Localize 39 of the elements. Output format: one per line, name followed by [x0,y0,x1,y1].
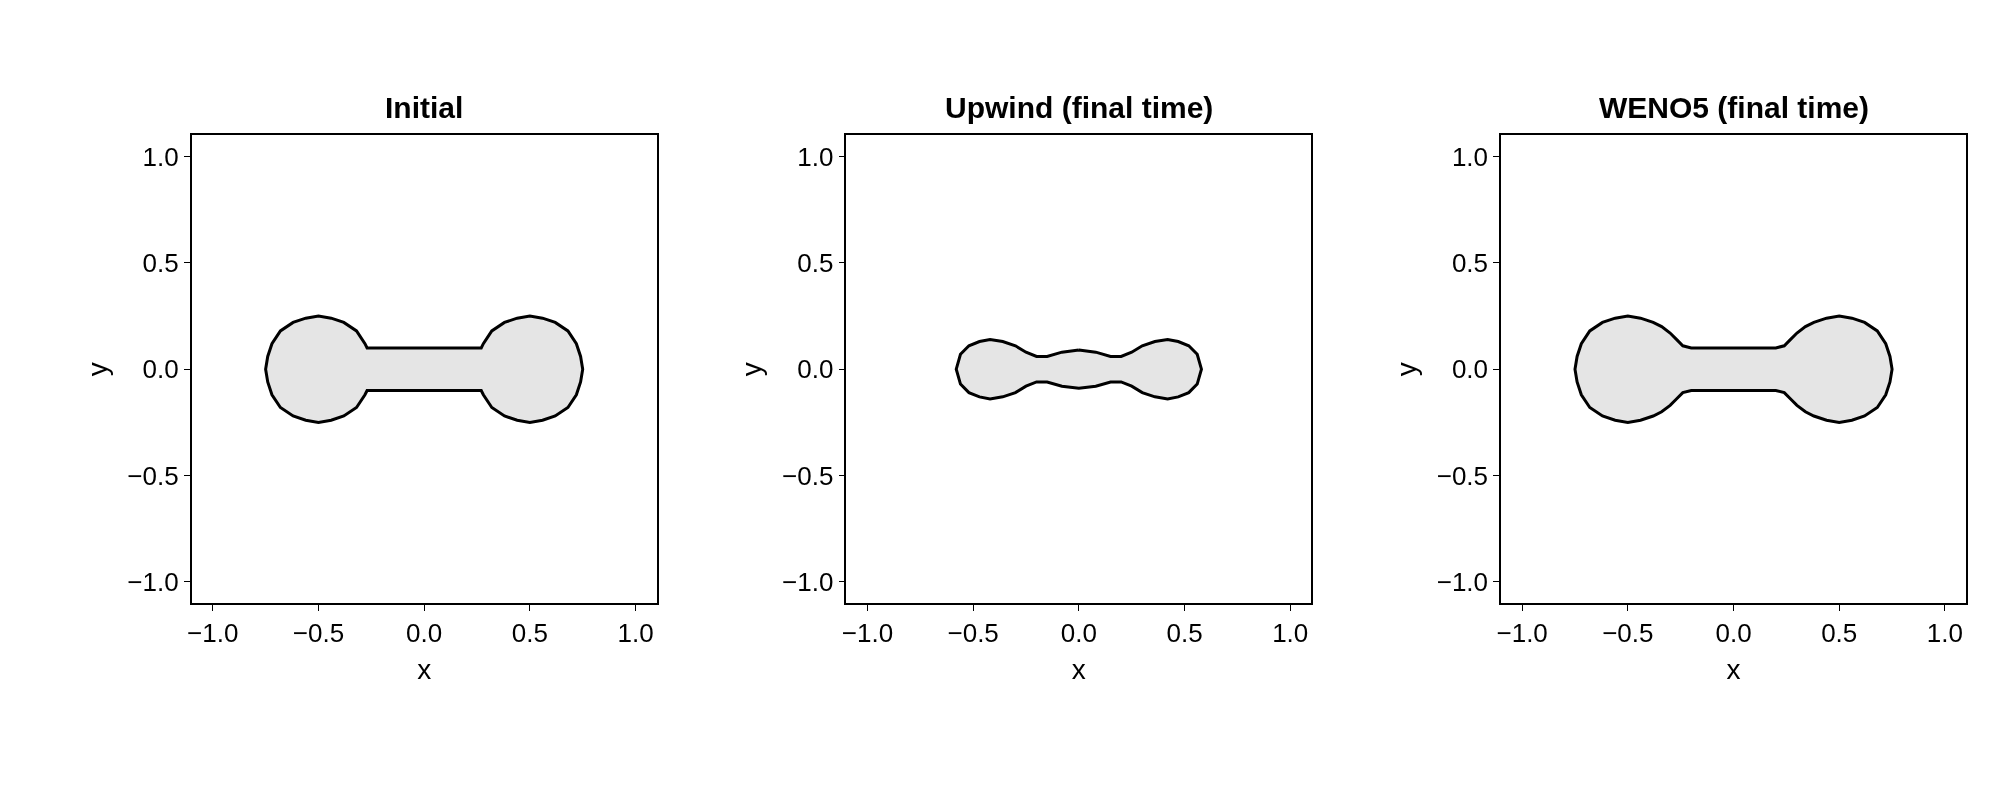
y-axis-title: y [736,362,768,377]
x-tick-label: 0.5 [1166,618,1203,649]
y-tick-label: 1.0 [797,141,834,172]
y-tick-label: −1.0 [1436,567,1489,598]
x-tick-label: 0.0 [406,618,443,649]
y-tick-label: −1.0 [782,567,834,598]
x-tick-label: −0.5 [292,618,345,649]
y-tick-label: −1.0 [127,567,179,598]
y-tick-label: −0.5 [127,460,179,491]
chart-title: Initial [385,91,464,124]
y-tick-label: 0.0 [797,354,834,385]
x-axis-title: x [1071,653,1086,685]
x-tick-label: −0.5 [947,618,999,649]
y-tick-label: 0.5 [797,247,834,278]
chart-title: WENO5 (final time) [1599,91,1870,124]
y-tick-label: −0.5 [1436,460,1489,491]
y-tick-label: 0.0 [142,354,179,385]
x-tick-label: 1.0 [617,618,654,649]
x-axis-title: x [1726,653,1741,685]
y-axis-title: y [1390,362,1422,377]
y-tick-label: 0.0 [1451,354,1489,385]
x-tick-label: 1.0 [1926,618,1964,649]
y-tick-label: −0.5 [782,460,834,491]
x-tick-label: −1.0 [1496,618,1548,649]
x-tick-label: 1.0 [1272,618,1309,649]
x-tick-label: 0.5 [511,618,548,649]
x-tick-label: 0.5 [1821,618,1858,649]
y-tick-label: 1.0 [1451,141,1489,172]
x-tick-label: −0.5 [1602,618,1654,649]
y-axis-title: y [81,362,113,377]
chart-title: Upwind (final time) [945,91,1214,124]
x-axis-title: x [417,653,432,685]
x-tick-label: −1.0 [187,618,239,649]
y-tick-label: 0.5 [142,247,179,278]
x-tick-label: 0.0 [1060,618,1097,649]
x-tick-label: 0.0 [1715,618,1752,649]
y-tick-label: 0.5 [1451,247,1489,278]
y-tick-label: 1.0 [142,141,179,172]
x-tick-label: −1.0 [841,618,894,649]
